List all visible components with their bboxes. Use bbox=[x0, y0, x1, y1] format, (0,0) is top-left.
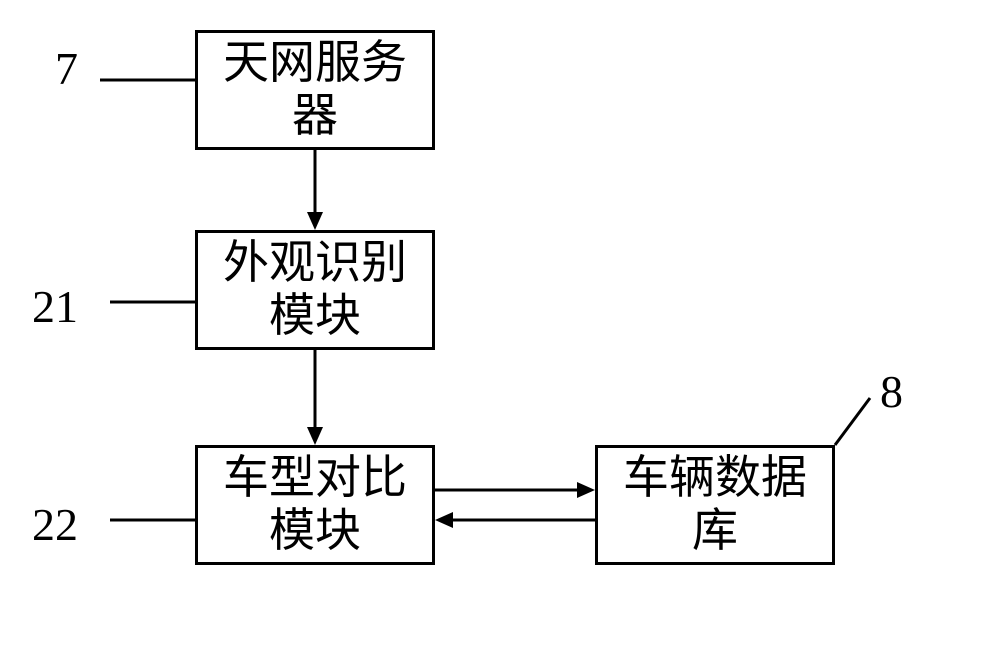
arrow-7-to-21 bbox=[307, 150, 323, 230]
node-skynet-server: 天网服务器 bbox=[195, 30, 435, 150]
arrow-21-to-22 bbox=[307, 350, 323, 445]
node-model-compare-text: 车型对比模块 bbox=[223, 452, 407, 558]
label-22: 22 bbox=[32, 498, 78, 551]
node-appearance-recognition-text: 外观识别模块 bbox=[223, 237, 407, 343]
node-skynet-server-text: 天网服务器 bbox=[223, 37, 407, 143]
node-vehicle-database: 车辆数据库 bbox=[595, 445, 835, 565]
arrow-22-to-8 bbox=[435, 482, 595, 498]
arrow-8-to-22 bbox=[435, 512, 595, 528]
arrows-overlay bbox=[0, 0, 1000, 655]
label-7: 7 bbox=[55, 42, 78, 95]
leader-8 bbox=[835, 398, 870, 445]
node-vehicle-database-text: 车辆数据库 bbox=[623, 452, 807, 558]
label-21: 21 bbox=[32, 280, 78, 333]
node-appearance-recognition: 外观识别模块 bbox=[195, 230, 435, 350]
node-model-compare: 车型对比模块 bbox=[195, 445, 435, 565]
label-8: 8 bbox=[880, 365, 903, 418]
